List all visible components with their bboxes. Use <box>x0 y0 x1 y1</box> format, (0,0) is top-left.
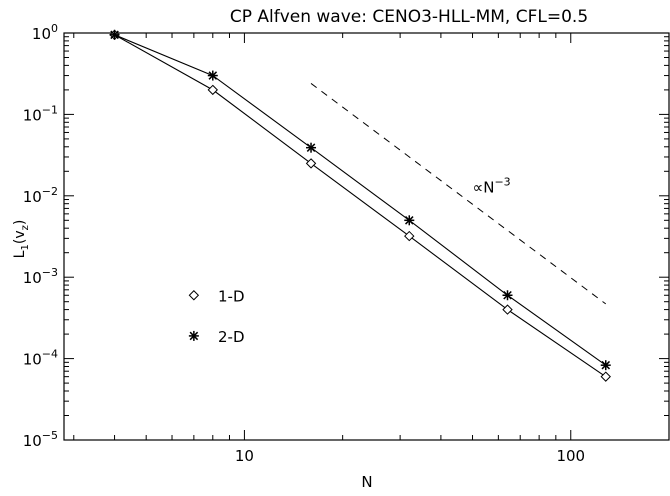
legend-2d-marker <box>188 330 199 341</box>
plot-frame <box>63 32 670 441</box>
y-tick-label: 10−1 <box>23 103 58 124</box>
series-1d-line <box>114 34 607 378</box>
y-tick-label: 10−3 <box>23 266 58 287</box>
series-2d-point <box>207 70 218 81</box>
legend-1d-marker <box>188 290 200 301</box>
series-1d-point <box>207 84 218 96</box>
chart-title: CP Alfven wave: CENO3-HLL-MM, CFL=0.5 <box>230 7 588 27</box>
series-2d-line <box>114 34 607 366</box>
series-1d-point <box>305 158 317 169</box>
legend: 1-D 2-D <box>188 287 245 346</box>
series-2d-point <box>404 215 415 226</box>
y-axis-label-open: (v <box>12 230 28 244</box>
series-2d-point <box>600 360 611 371</box>
series-1d-point <box>600 371 611 382</box>
y-axis-label-sub1: 1 <box>20 244 31 250</box>
y-tick-label: 10−5 <box>23 429 58 450</box>
reference-slope-line <box>310 83 607 305</box>
x-axis-label: N <box>361 473 372 491</box>
y-axis-label-close: ) <box>12 220 28 225</box>
legend-2d-label: 2-D <box>218 328 245 346</box>
axis-ticks: 10 100 100 10−1 10−2 10−3 10−4 10−5 <box>23 22 670 465</box>
series-2d-point <box>502 290 513 301</box>
y-tick-label: 10−2 <box>23 185 58 206</box>
y-axis-label-subz: z <box>20 225 31 230</box>
x-tick-label: 10 <box>235 447 254 465</box>
y-tick-label: 10−4 <box>23 348 58 369</box>
series-1d-point <box>502 304 513 315</box>
series-1d-point <box>404 230 415 242</box>
x-tick-label: 100 <box>556 447 585 465</box>
series-group <box>109 29 611 382</box>
reference-slope-label: ∝N−3 <box>473 175 511 196</box>
series-2d-point <box>306 142 317 153</box>
y-tick-label: 100 <box>32 22 58 43</box>
reference-line-group: ∝N−3 <box>310 83 607 305</box>
series-2d-point <box>109 29 120 40</box>
legend-1d-label: 1-D <box>218 287 245 305</box>
y-axis-label: L1(vz) <box>12 220 31 259</box>
y-axis-label-L: L <box>12 250 28 258</box>
